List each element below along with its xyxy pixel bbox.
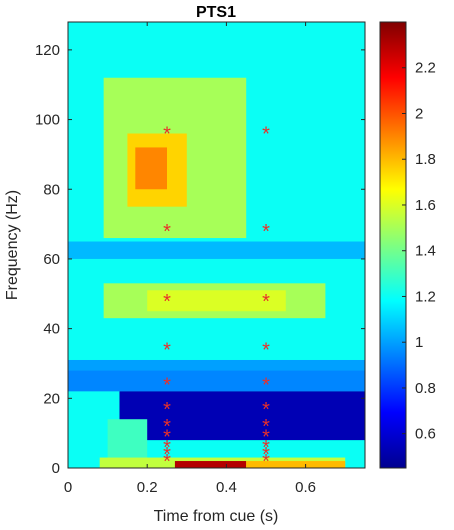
significance-marker: * (262, 291, 270, 313)
significance-marker: * (262, 416, 270, 438)
heat-cell (68, 359, 365, 371)
significance-marker: * (163, 451, 171, 473)
colorbar-ticks: 0.6 0.8 1 1.2 1.4 1.6 1.8 2 2.2 (402, 60, 436, 443)
x-tick-label: 0 (64, 479, 72, 496)
y-tick-label: 40 (43, 321, 60, 338)
y-tick-label: 120 (35, 42, 60, 59)
chart-title: PTS1 (196, 4, 236, 21)
heat-cell (68, 241, 365, 259)
heat-cell (246, 461, 346, 468)
heat-cell (174, 461, 247, 468)
significance-marker: * (163, 437, 171, 459)
significance-marker: * (262, 374, 270, 396)
heat-cell (68, 370, 365, 392)
colorbar-tick-label: 2.2 (415, 60, 436, 77)
significance-marker: * (163, 374, 171, 396)
significance-marker: * (262, 124, 270, 146)
y-tick-label: 0 (52, 460, 60, 477)
x-axis-label: Time from cue (s) (154, 508, 279, 525)
significance-marker: * (262, 399, 270, 421)
y-tick-label: 100 (35, 112, 60, 129)
heatmap-cells (68, 22, 365, 468)
colorbar-tick-label: 1.2 (415, 288, 436, 305)
colorbar-tick-label: 0.8 (415, 380, 436, 397)
colorbar (379, 21, 407, 469)
heat-cell (107, 419, 148, 458)
significance-markers: * ** ** ** ** ** ** ** ** ** ** * (163, 124, 270, 474)
x-tick-label: 0.4 (216, 479, 237, 496)
y-axis: 0 20 40 60 80 100 120 (35, 42, 365, 477)
y-axis-label: Frequency (Hz) (4, 190, 21, 300)
colorbar-tick-label: 2 (415, 105, 423, 122)
significance-marker: * (262, 221, 270, 243)
significance-marker: * (262, 427, 270, 449)
significance-marker: * (163, 427, 171, 449)
x-axis: 0 0.2 0.4 0.6 (64, 22, 316, 496)
colorbar-tick-label: 1.6 (415, 197, 436, 214)
colorbar-tick-label: 1 (415, 334, 423, 351)
y-tick-label: 20 (43, 390, 60, 407)
heat-cell (119, 391, 365, 441)
significance-marker: * (262, 444, 270, 466)
significance-marker: * (163, 291, 171, 313)
heat-cell (135, 147, 167, 190)
significance-marker: * (163, 444, 171, 466)
significance-marker: * (262, 340, 270, 362)
significance-marker: * (163, 124, 171, 146)
colorbar-tick-label: 0.6 (415, 426, 436, 443)
y-tick-label: 60 (43, 251, 60, 268)
colorbar-tick-label: 1.4 (415, 243, 436, 260)
significance-marker: * (163, 340, 171, 362)
significance-marker: * (163, 221, 171, 243)
y-tick-label: 80 (43, 181, 60, 198)
significance-marker: * (163, 416, 171, 438)
heat-cell (147, 290, 286, 312)
colorbar-tick-label: 1.8 (415, 151, 436, 168)
plot-frame (67, 21, 366, 469)
x-tick-label: 0.6 (295, 479, 316, 496)
x-tick-label: 0.2 (137, 479, 158, 496)
significance-marker: * (262, 437, 270, 459)
significance-marker: * (163, 399, 171, 421)
significance-marker: * (262, 451, 270, 473)
